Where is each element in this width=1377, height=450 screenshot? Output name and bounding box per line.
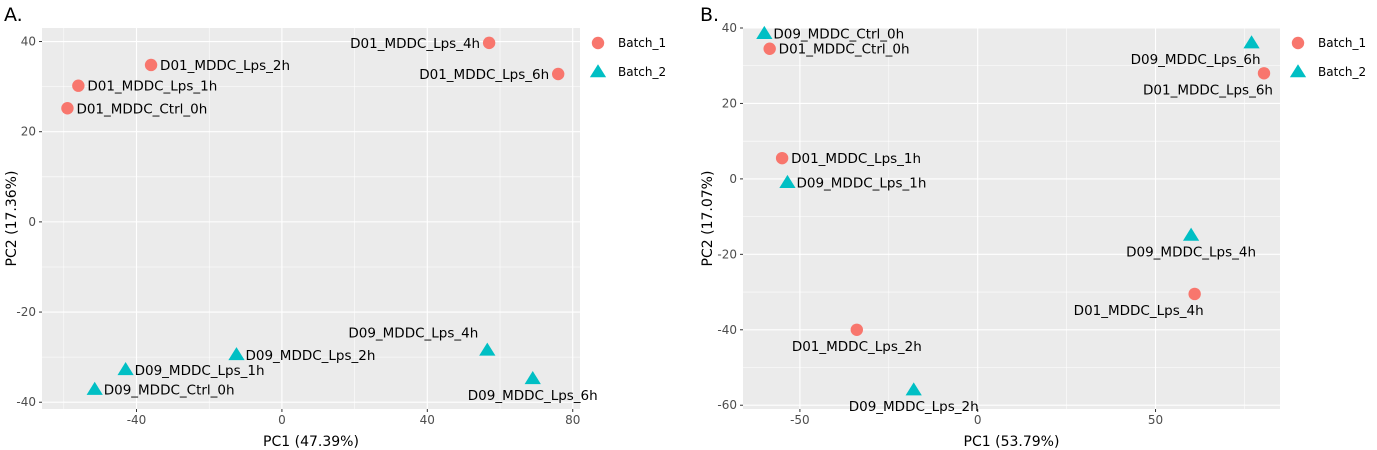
point-circle [776, 152, 788, 164]
legend-key-triangle [1290, 64, 1306, 77]
point-circle [763, 43, 775, 55]
point-circle [1258, 67, 1270, 79]
point-label: D09_MDDC_Lps_1h [135, 363, 265, 379]
point-label: D09_MDDC_Lps_2h [849, 399, 979, 415]
x-tick-label: -50 [790, 413, 810, 427]
y-tick-label: 20 [21, 125, 36, 139]
legend-key-circle [592, 37, 604, 49]
point-label: D09_MDDC_Lps_4h [1126, 244, 1256, 260]
point-label: D01_MDDC_Ctrl_0h [779, 42, 910, 58]
legend-label: Batch_2 [1318, 65, 1366, 79]
point-circle [552, 68, 564, 80]
legend-label: Batch_1 [618, 36, 666, 50]
y-tick-label: -60 [717, 398, 737, 412]
point-label: D01_MDDC_Ctrl_0h [76, 101, 207, 117]
point-circle [851, 324, 863, 336]
legend-label: Batch_1 [1318, 36, 1366, 50]
legend-key-triangle [590, 64, 606, 77]
point-label: D09_MDDC_Lps_4h [348, 325, 478, 341]
panel-letter: A. [4, 4, 23, 26]
point-label: D01_MDDC_Lps_6h [1143, 82, 1273, 98]
y-tick-label: -20 [16, 305, 36, 319]
x-tick-label: 50 [1148, 413, 1163, 427]
point-label: D09_MDDC_Lps_2h [245, 348, 375, 364]
x-axis-title: PC1 (53.79%) [964, 434, 1060, 450]
point-label: D01_MDDC_Lps_4h [1074, 303, 1204, 319]
x-tick-label: 40 [420, 413, 435, 427]
point-circle [1188, 288, 1200, 300]
legend: Batch_1 Batch_2 [1290, 36, 1366, 79]
point-label: D01_MDDC_Lps_2h [160, 58, 290, 74]
x-tick-label: 0 [278, 413, 286, 427]
y-tick-label: 40 [21, 35, 36, 49]
point-circle [145, 59, 157, 71]
point-label: D09_MDDC_Lps_1h [796, 176, 926, 192]
y-tick-label: -20 [717, 247, 737, 261]
point-label: D01_MDDC_Lps_1h [791, 151, 921, 167]
y-tick-label: 40 [722, 21, 737, 35]
y-tick-label: -40 [16, 395, 36, 409]
y-tick-label: -40 [717, 323, 737, 337]
legend-key-circle [1292, 37, 1304, 49]
point-circle [61, 102, 73, 114]
point-label: D09_MDDC_Ctrl_0h [773, 27, 904, 43]
y-axis-title: PC2 (17.36%) [4, 171, 20, 267]
pca-figure: A. -40 0 40 80 -40 -20 0 20 40 PC1 (47.39%) PC2 (17… [0, 0, 1377, 450]
point-label: D09_MDDC_Lps_6h [1131, 52, 1261, 68]
x-tick-label: 80 [565, 413, 580, 427]
y-tick-label: 0 [28, 215, 36, 229]
point-label: D01_MDDC_Lps_1h [87, 79, 217, 95]
point-label: D01_MDDC_Lps_2h [792, 339, 922, 355]
x-axis-title: PC1 (47.39%) [263, 434, 359, 450]
point-label: D01_MDDC_Lps_4h [350, 36, 480, 52]
point-label: D09_MDDC_Ctrl_0h [104, 383, 235, 399]
panel-a: A. -40 0 40 80 -40 -20 0 20 40 PC1 (47.39%) PC2 (17… [4, 4, 666, 450]
y-axis-title: PC2 (17.07%) [700, 171, 716, 267]
y-tick-label: 0 [729, 172, 737, 186]
legend: Batch_1 Batch_2 [590, 36, 666, 79]
point-circle [72, 80, 84, 92]
panel-letter: B. [700, 4, 719, 26]
point-label: D09_MDDC_Lps_6h [468, 388, 598, 404]
x-tick-label: -40 [127, 413, 147, 427]
point-label: D01_MDDC_Lps_6h [419, 67, 549, 83]
point-circle [483, 37, 495, 49]
legend-label: Batch_2 [618, 65, 666, 79]
y-tick-label: 20 [722, 96, 737, 110]
